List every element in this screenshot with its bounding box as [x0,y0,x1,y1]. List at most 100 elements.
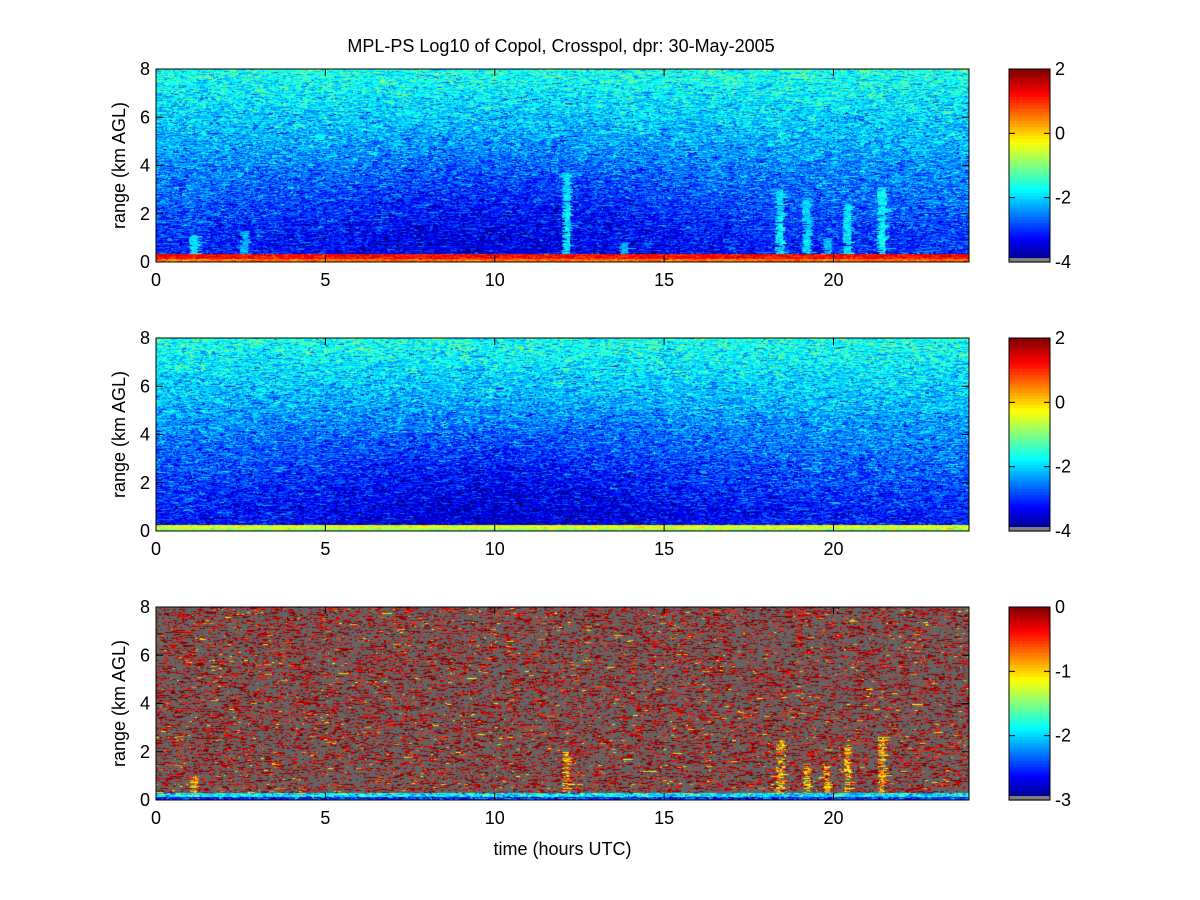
colorbar-swatch [1009,634,1050,638]
colorbar-swatch [1009,117,1050,121]
colorbar-swatch [1009,473,1050,478]
colorbar-swatch [1009,222,1050,227]
colorbar-swatch [1009,159,1050,164]
colorbar-swatch [1009,177,1050,182]
x-tick-label: 5 [320,270,330,290]
colorbar-swatch [1009,452,1050,457]
colorbar-swatch [1009,724,1050,729]
y-tick-label: 8 [140,328,150,348]
colorbar-swatch [1009,649,1050,653]
colorbar-swatch [1009,790,1050,795]
colorbar-swatch [1009,784,1050,789]
colorbar-swatch [1009,141,1050,145]
colorbar-tick-label: -1 [1055,661,1071,681]
colorbar-swatch [1009,727,1050,732]
colorbar-swatch [1009,234,1050,239]
colorbar-swatch [1009,736,1050,741]
x-tick-label: 0 [151,270,161,290]
colorbar-swatch [1009,760,1050,765]
colorbar-swatch [1009,338,1050,342]
colorbar-swatch [1009,664,1050,668]
colorbar-swatch [1009,697,1050,702]
colorbar-swatch [1009,252,1050,257]
colorbar-tick-label: -2 [1055,457,1071,477]
colorbar-swatch [1009,249,1050,254]
colorbar-swatch [1009,425,1050,430]
colorbar-swatch [1009,156,1050,161]
colorbar-swatch [1009,105,1050,109]
colorbar-swatch [1009,225,1050,230]
colorbar-swatch [1009,479,1050,484]
colorbar-swatch [1009,434,1050,439]
colorbar-swatch [1009,524,1050,529]
colorbar-frame [1008,68,1051,263]
colorbar-swatch [1009,494,1050,499]
colorbar-missing-band [1009,258,1050,262]
colorbar-swatch [1009,207,1050,212]
colorbar-swatch [1009,685,1050,690]
colorbar-swatch [1009,96,1050,100]
colorbar-swatch [1009,135,1050,139]
colorbar-swatch [1009,646,1050,650]
colorbar-swatch [1009,607,1050,611]
colorbar-swatch [1009,640,1050,644]
panel-2: 0 5 10 15 20 0 2 4 6 8 range (km AGL) -4 -2 0 2 [109,328,1071,559]
colorbar-swatch [1009,721,1050,726]
colorbar-swatch [1009,180,1050,185]
y-tick-label: 2 [140,204,150,224]
y-tick-label: 4 [140,425,150,445]
colorbar-swatch [1009,772,1050,777]
colorbar-missing-band [1009,527,1050,531]
colorbar-swatch [1009,637,1050,641]
colorbar-swatch [1009,389,1050,393]
colorbar-swatch [1009,631,1050,635]
colorbar-swatch [1009,781,1050,786]
colorbar-swatch [1009,186,1050,191]
colorbar-tick-label: -4 [1055,252,1071,272]
colorbar-swatch [1009,72,1050,76]
colorbar-swatch [1009,228,1050,233]
colorbar-swatch [1009,237,1050,242]
colorbar-swatch [1009,189,1050,194]
colorbar-swatch [1009,613,1050,617]
x-tick-label: 20 [823,539,843,559]
colorbar-swatch [1009,751,1050,756]
panel-3: 0 5 10 15 20 0 2 4 6 8 range (km AGL) time (hours U… [109,597,1071,859]
figure-title: MPL-PS Log10 of Copol, Crosspol, dpr: 30… [347,36,774,56]
colorbar-swatch [1009,715,1050,720]
colorbar-swatch [1009,204,1050,209]
colorbar-swatch [1009,521,1050,526]
colorbar-swatch [1009,365,1050,369]
colorbar-swatch [1009,123,1050,127]
y-tick-label: 6 [140,376,150,396]
colorbar-swatch [1009,213,1050,218]
colorbar-tick-label: 0 [1055,597,1065,617]
colorbar-swatch [1009,655,1050,659]
y-tick-label: 4 [140,694,150,714]
colorbar-swatch [1009,347,1050,351]
colorbar-swatch [1009,371,1050,375]
colorbar: -4 -2 0 2 [1008,328,1071,541]
y-axis-label: range (km AGL) [109,102,129,229]
heatmap-raster [156,607,969,800]
x-tick-label: 20 [823,270,843,290]
colorbar-swatch [1009,114,1050,118]
heatmap-raster [156,338,969,531]
colorbar-swatch [1009,622,1050,626]
colorbar-swatch [1009,616,1050,620]
colorbar-swatch [1009,138,1050,142]
colorbar-swatch [1009,392,1050,396]
colorbar-swatch [1009,144,1050,149]
colorbar-swatch [1009,99,1050,103]
x-tick-label: 10 [485,270,505,290]
colorbar-swatch [1009,470,1050,475]
colorbar-swatch [1009,512,1050,517]
colorbar-swatch [1009,246,1050,251]
x-axis-label: time (hours UTC) [493,839,631,859]
colorbar-swatch [1009,359,1050,363]
colorbar-swatch [1009,446,1050,451]
colorbar-swatch [1009,120,1050,124]
colorbar-swatch [1009,763,1050,768]
colorbar-swatch [1009,769,1050,774]
